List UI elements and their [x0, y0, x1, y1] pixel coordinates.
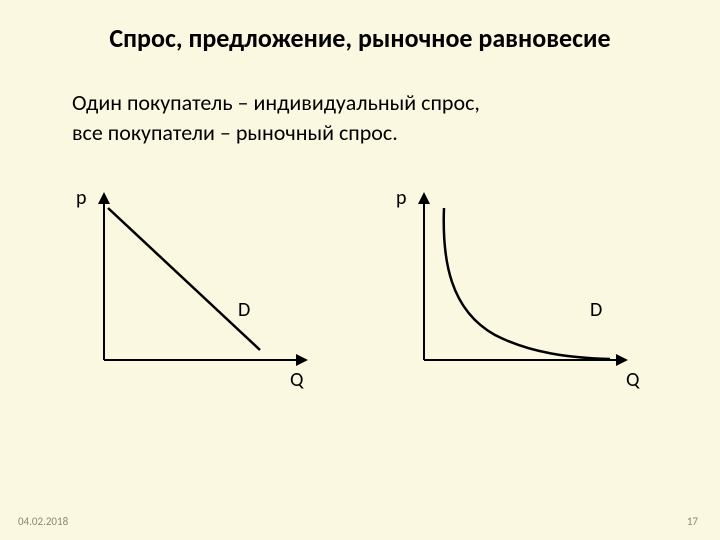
chart-left-p-label: p: [76, 186, 87, 210]
charts-row: p Q D p Q D: [80, 190, 660, 420]
chart-right-d-label: D: [590, 298, 602, 322]
chart-left: p Q D: [80, 190, 340, 410]
chart-left-d-label: D: [238, 298, 250, 322]
slide-title: Спрос, предложение, рыночное равновесие: [30, 22, 690, 54]
chart-right-svg: [400, 190, 660, 390]
chart-left-demand-curve: [108, 208, 260, 350]
chart-right-p-label: p: [396, 186, 407, 210]
footer-page: 17: [687, 515, 698, 528]
chart-right: p Q D: [400, 190, 660, 410]
footer-date: 04.02.2018: [18, 515, 68, 528]
chart-left-q-label: Q: [290, 368, 303, 392]
chart-right-q-label: Q: [626, 368, 639, 392]
chart-left-svg: [80, 190, 340, 390]
subtitle-line2: все покупатели – рыночный спрос.: [72, 119, 398, 146]
chart-right-demand-curve: [444, 208, 610, 359]
slide-subtitle: Один покупатель – индивидуальный спрос, …: [72, 88, 480, 147]
subtitle-line1: Один покупатель – индивидуальный спрос,: [72, 89, 480, 116]
